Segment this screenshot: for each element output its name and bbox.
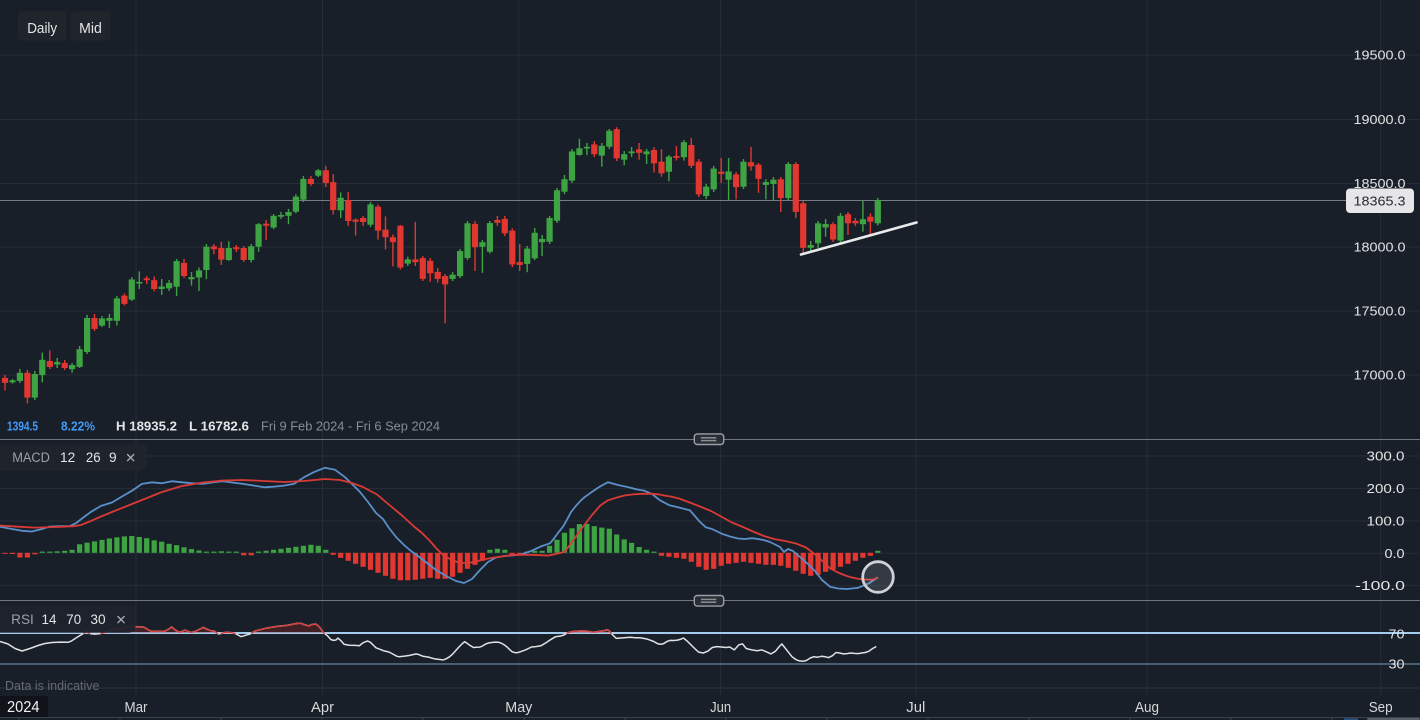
- svg-text:Daily: Daily: [27, 21, 58, 37]
- svg-text:19000.0: 19000.0: [1354, 112, 1406, 127]
- svg-text:Mar: Mar: [125, 700, 148, 716]
- svg-text:Jul: Jul: [906, 700, 925, 716]
- svg-text:Apr: Apr: [311, 700, 334, 716]
- svg-text:-100.0: -100.0: [1355, 578, 1405, 593]
- svg-text:17000.0: 17000.0: [1354, 368, 1406, 383]
- svg-text:Fri 9 Feb 2024 - Fri 6 Sep 202: Fri 9 Feb 2024 - Fri 6 Sep 2024: [261, 419, 440, 434]
- svg-text:30: 30: [1389, 657, 1405, 672]
- svg-text:70: 70: [1389, 627, 1405, 642]
- svg-text:18365.3: 18365.3: [1354, 194, 1406, 209]
- svg-text:✕: ✕: [125, 451, 136, 466]
- svg-text:200.0: 200.0: [1367, 481, 1405, 496]
- svg-text:12: 12: [60, 450, 75, 465]
- svg-text:30: 30: [90, 612, 105, 627]
- svg-text:19500.0: 19500.0: [1354, 48, 1406, 63]
- svg-text:Aug: Aug: [1135, 700, 1159, 716]
- svg-text:2024: 2024: [7, 699, 40, 716]
- svg-text:Data is indicative: Data is indicative: [5, 679, 100, 693]
- svg-text:Jun: Jun: [710, 700, 731, 716]
- svg-text:17500.0: 17500.0: [1354, 304, 1406, 319]
- svg-text:L 16782.6: L 16782.6: [189, 419, 249, 434]
- svg-text:✕: ✕: [115, 613, 126, 628]
- svg-text:8.22%: 8.22%: [61, 419, 95, 434]
- svg-text:18500.0: 18500.0: [1354, 176, 1406, 191]
- svg-text:MACD: MACD: [12, 450, 50, 465]
- svg-text:18000.0: 18000.0: [1354, 240, 1406, 255]
- svg-text:Sep: Sep: [1369, 700, 1393, 716]
- svg-text:H 18935.2: H 18935.2: [116, 419, 177, 434]
- svg-text:14: 14: [42, 612, 57, 627]
- svg-text:May: May: [505, 700, 533, 716]
- svg-text:26: 26: [86, 450, 101, 465]
- svg-text:RSI: RSI: [11, 612, 34, 627]
- svg-text:1394.5: 1394.5: [7, 419, 38, 434]
- svg-text:300.0: 300.0: [1367, 449, 1405, 464]
- svg-text:9: 9: [109, 450, 117, 465]
- svg-text:70: 70: [66, 612, 81, 627]
- svg-text:100.0: 100.0: [1367, 514, 1405, 529]
- svg-text:Mid: Mid: [79, 21, 102, 37]
- svg-text:0.0: 0.0: [1385, 546, 1405, 561]
